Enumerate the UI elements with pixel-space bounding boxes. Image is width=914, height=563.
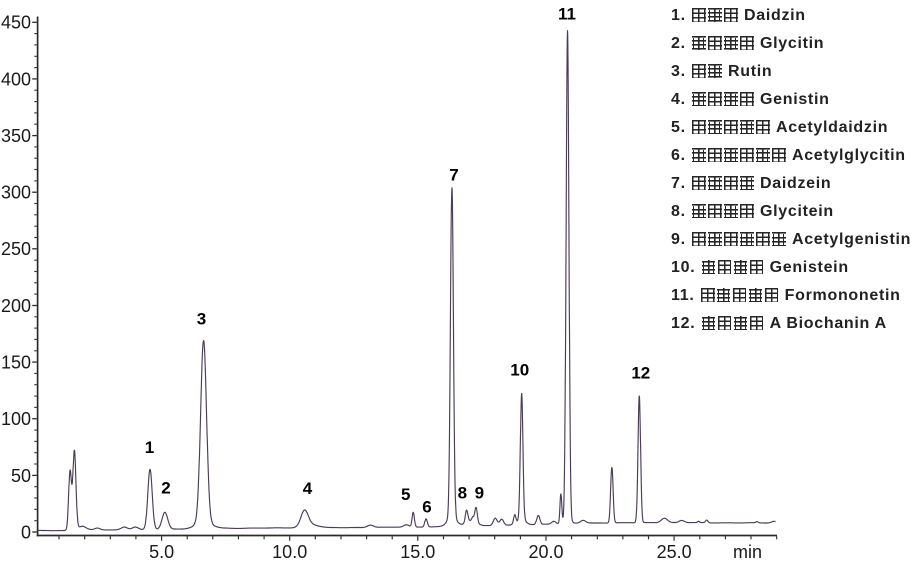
svg-text:450: 450 xyxy=(1,13,31,33)
svg-text:7: 7 xyxy=(449,166,458,185)
svg-text:10.0: 10.0 xyxy=(272,542,307,562)
svg-text:9: 9 xyxy=(475,484,484,503)
svg-text:200: 200 xyxy=(1,296,31,316)
svg-text:4: 4 xyxy=(303,479,313,498)
svg-text:400: 400 xyxy=(1,69,31,89)
svg-text:150: 150 xyxy=(1,353,31,373)
svg-text:0: 0 xyxy=(21,522,31,542)
svg-text:5: 5 xyxy=(401,485,410,504)
svg-text:250: 250 xyxy=(1,239,31,259)
svg-text:50: 50 xyxy=(11,466,31,486)
svg-text:12: 12 xyxy=(631,364,650,383)
svg-text:10: 10 xyxy=(510,361,529,380)
svg-text:300: 300 xyxy=(1,183,31,203)
svg-text:5.0: 5.0 xyxy=(149,542,174,562)
svg-text:15.0: 15.0 xyxy=(400,542,435,562)
svg-text:25.0: 25.0 xyxy=(657,542,692,562)
svg-text:8: 8 xyxy=(458,484,467,503)
svg-text:1: 1 xyxy=(145,438,154,457)
svg-text:6: 6 xyxy=(422,498,431,517)
svg-text:11: 11 xyxy=(558,4,576,23)
svg-text:100: 100 xyxy=(1,409,31,429)
svg-text:min: min xyxy=(733,542,762,562)
svg-text:350: 350 xyxy=(1,126,31,146)
svg-text:3: 3 xyxy=(197,310,206,329)
svg-text:2: 2 xyxy=(161,479,170,498)
svg-text:20.0: 20.0 xyxy=(528,542,563,562)
